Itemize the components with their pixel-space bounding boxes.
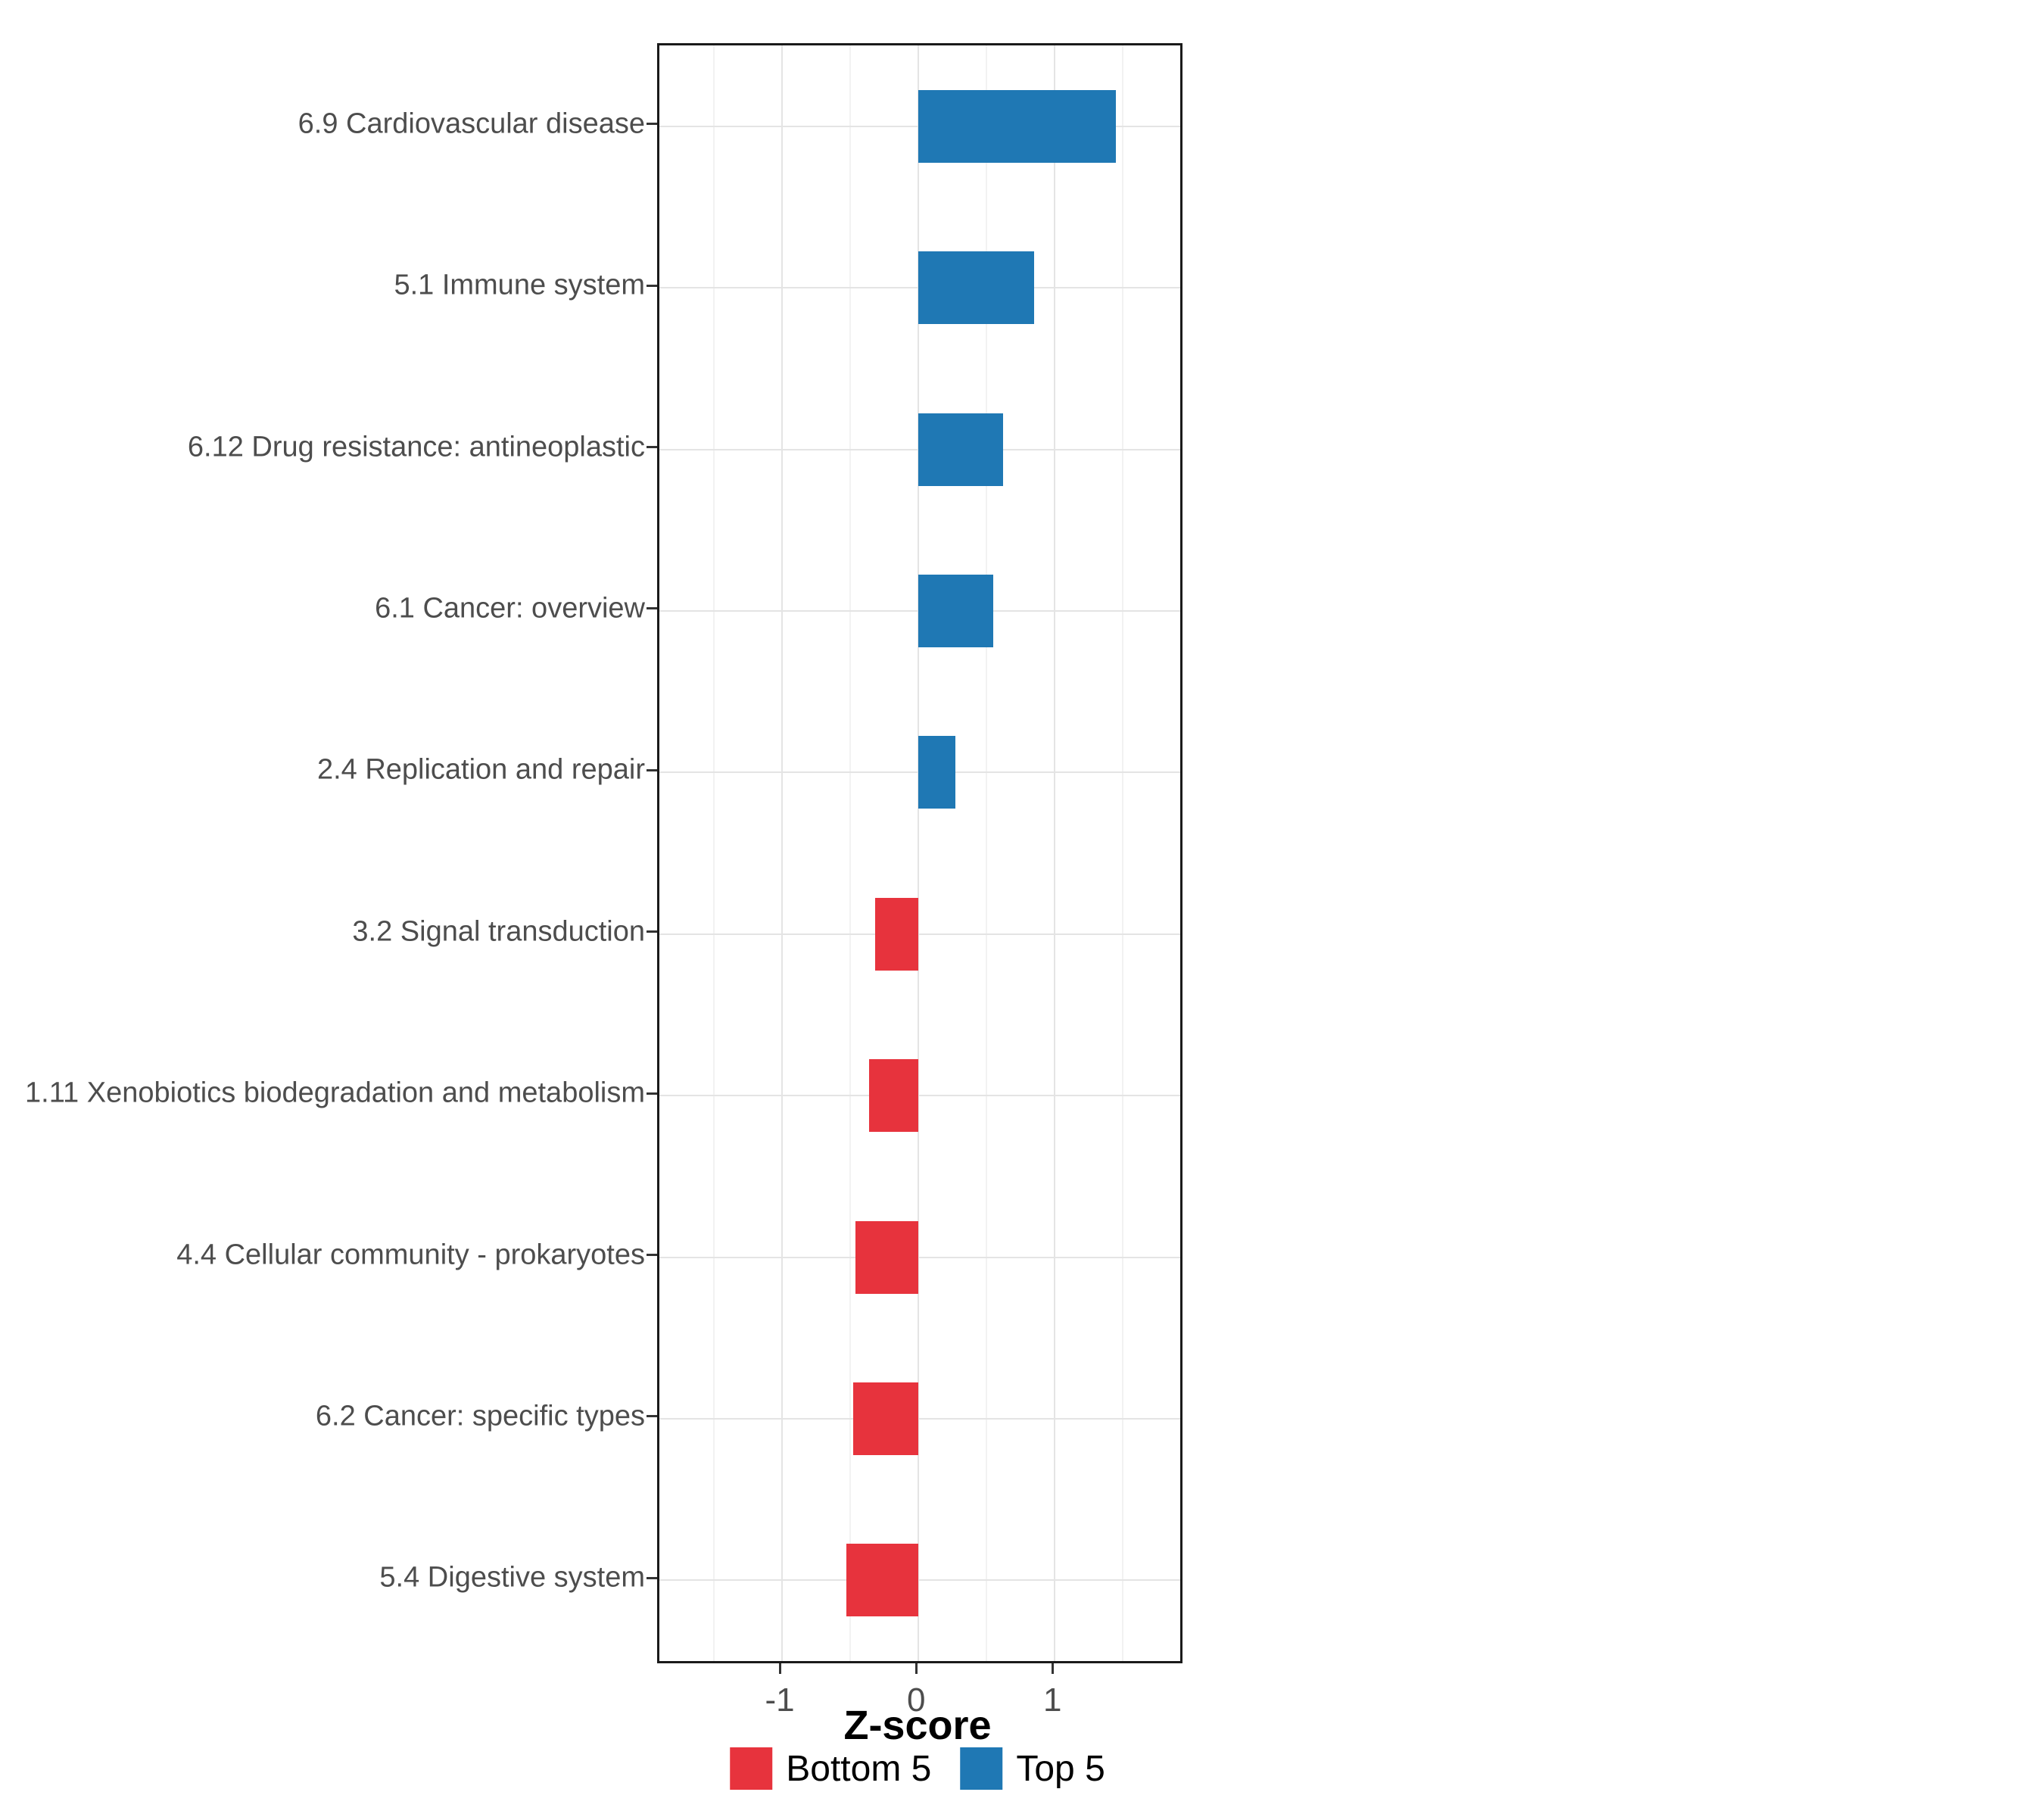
gridline-major-horizontal [659,1417,1180,1420]
bar-bottom-5 [846,1544,919,1617]
legend-swatch [730,1747,773,1790]
y-axis-tick [647,1415,657,1418]
bar-top-5 [918,251,1035,325]
y-axis-tick [647,446,657,448]
legend: Bottom 5 Top 5 [730,1747,1105,1790]
x-axis-tick [778,1663,781,1674]
y-axis-label: 6.2 Cancer: specific types [315,1400,645,1432]
x-axis-tick [1051,1663,1054,1674]
y-axis-label: 3.2 Signal transduction [352,915,645,948]
y-axis-label: 5.1 Immune system [394,269,645,301]
y-axis-label: 5.4 Digestive system [379,1561,645,1594]
x-axis-tick-label: 1 [1043,1681,1062,1719]
gridline-minor-vertical [1122,45,1124,1661]
gridline-major-vertical [918,45,920,1661]
y-axis-label: 4.4 Cellular community - prokaryotes [176,1239,645,1270]
y-axis-label: 1.11 Xenobiotics biodegradation and meta… [25,1077,645,1109]
legend-swatch [960,1747,1003,1790]
gridline-major-horizontal [659,933,1180,935]
bar-top-5 [918,413,1003,486]
bar-bottom-5 [869,1059,919,1133]
gridline-major-vertical [781,45,784,1661]
y-axis-tick [647,1092,657,1095]
legend-entry: Top 5 [960,1747,1105,1790]
x-axis-title: Z-score [843,1703,992,1748]
gridline-major-vertical [1054,45,1056,1661]
y-axis-tick [647,284,657,287]
legend-label: Top 5 [1016,1748,1105,1789]
y-axis-tick [647,768,657,771]
bar-bottom-5 [852,1382,919,1455]
gridline-major-horizontal [659,1095,1180,1097]
y-axis-tick [647,123,657,126]
plot-panel [657,43,1182,1663]
y-axis-label: 6.9 Cardiovascular disease [298,108,645,140]
legend-entry: Bottom 5 [730,1747,931,1790]
bar-bottom-5 [855,1220,919,1294]
gridline-minor-vertical [713,45,715,1661]
gridline-minor-vertical [849,45,852,1661]
y-axis-tick [647,1576,657,1579]
gridline-minor-vertical [986,45,988,1661]
legend-label: Bottom 5 [786,1748,932,1789]
y-axis-tick [647,607,657,610]
y-axis-label: 6.12 Drug resistance: antineoplastic [187,431,645,463]
x-axis-tick-label: 0 [906,1681,926,1719]
bar-top-5 [918,89,1117,163]
bar-top-5 [918,574,994,647]
y-axis-tick [647,930,657,933]
bar-top-5 [918,736,955,809]
x-axis-tick [915,1663,918,1674]
y-axis-tick [647,1254,657,1256]
y-axis-label: 6.1 Cancer: overview [375,592,645,625]
x-axis-tick-label: -1 [765,1681,795,1719]
bar-bottom-5 [874,897,919,971]
y-axis-label: 2.4 Replication and repair [316,753,645,786]
gridline-major-horizontal [659,1579,1180,1582]
gridline-major-horizontal [659,1256,1180,1258]
